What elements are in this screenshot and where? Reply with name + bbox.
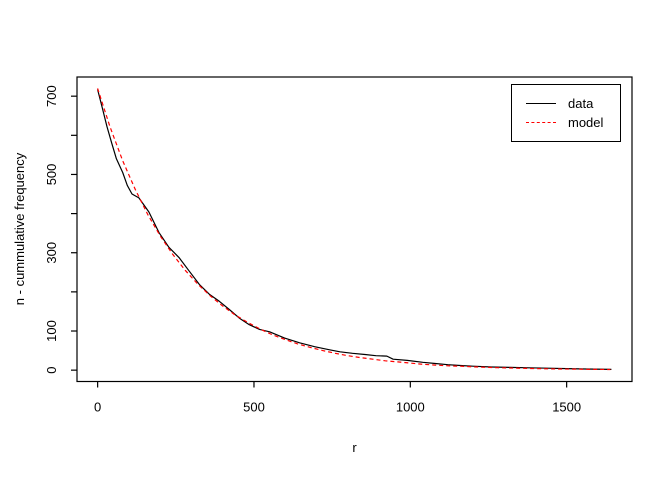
x-tick-label: 1500 bbox=[552, 400, 581, 415]
legend-label-model: model bbox=[568, 115, 604, 130]
legend-line-sample-model bbox=[526, 122, 556, 123]
y-tick-label: 500 bbox=[44, 164, 59, 186]
y-tick-label: 300 bbox=[44, 242, 59, 264]
x-tick-label: 1000 bbox=[396, 400, 425, 415]
x-axis-title: r bbox=[352, 440, 357, 455]
y-tick-label: 100 bbox=[44, 320, 59, 342]
plot-border bbox=[76, 76, 633, 383]
y-axis-title: n - cummulative frequency bbox=[12, 152, 27, 305]
x-tick-label: 500 bbox=[243, 400, 265, 415]
legend-entry-data: data bbox=[526, 94, 620, 113]
legend: data model bbox=[511, 84, 621, 142]
y-tick-label: 0 bbox=[44, 367, 59, 374]
y-tick-label: 700 bbox=[44, 85, 59, 107]
x-tick-label: 0 bbox=[94, 400, 101, 415]
legend-entry-model: model bbox=[526, 113, 620, 132]
series-line-model bbox=[97, 88, 611, 371]
legend-line-sample-data bbox=[526, 103, 556, 104]
legend-label-data: data bbox=[568, 96, 594, 111]
series-line-data bbox=[97, 89, 612, 370]
